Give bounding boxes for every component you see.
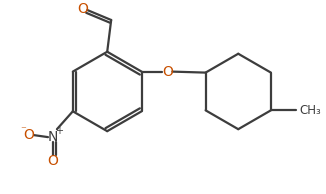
- Text: N: N: [48, 130, 58, 144]
- Text: O: O: [24, 128, 35, 142]
- Text: CH₃: CH₃: [300, 104, 321, 117]
- Text: +: +: [55, 126, 63, 136]
- Text: O: O: [77, 2, 88, 16]
- Text: ⁻: ⁻: [20, 125, 26, 135]
- Text: O: O: [48, 154, 58, 168]
- Text: O: O: [162, 65, 173, 79]
